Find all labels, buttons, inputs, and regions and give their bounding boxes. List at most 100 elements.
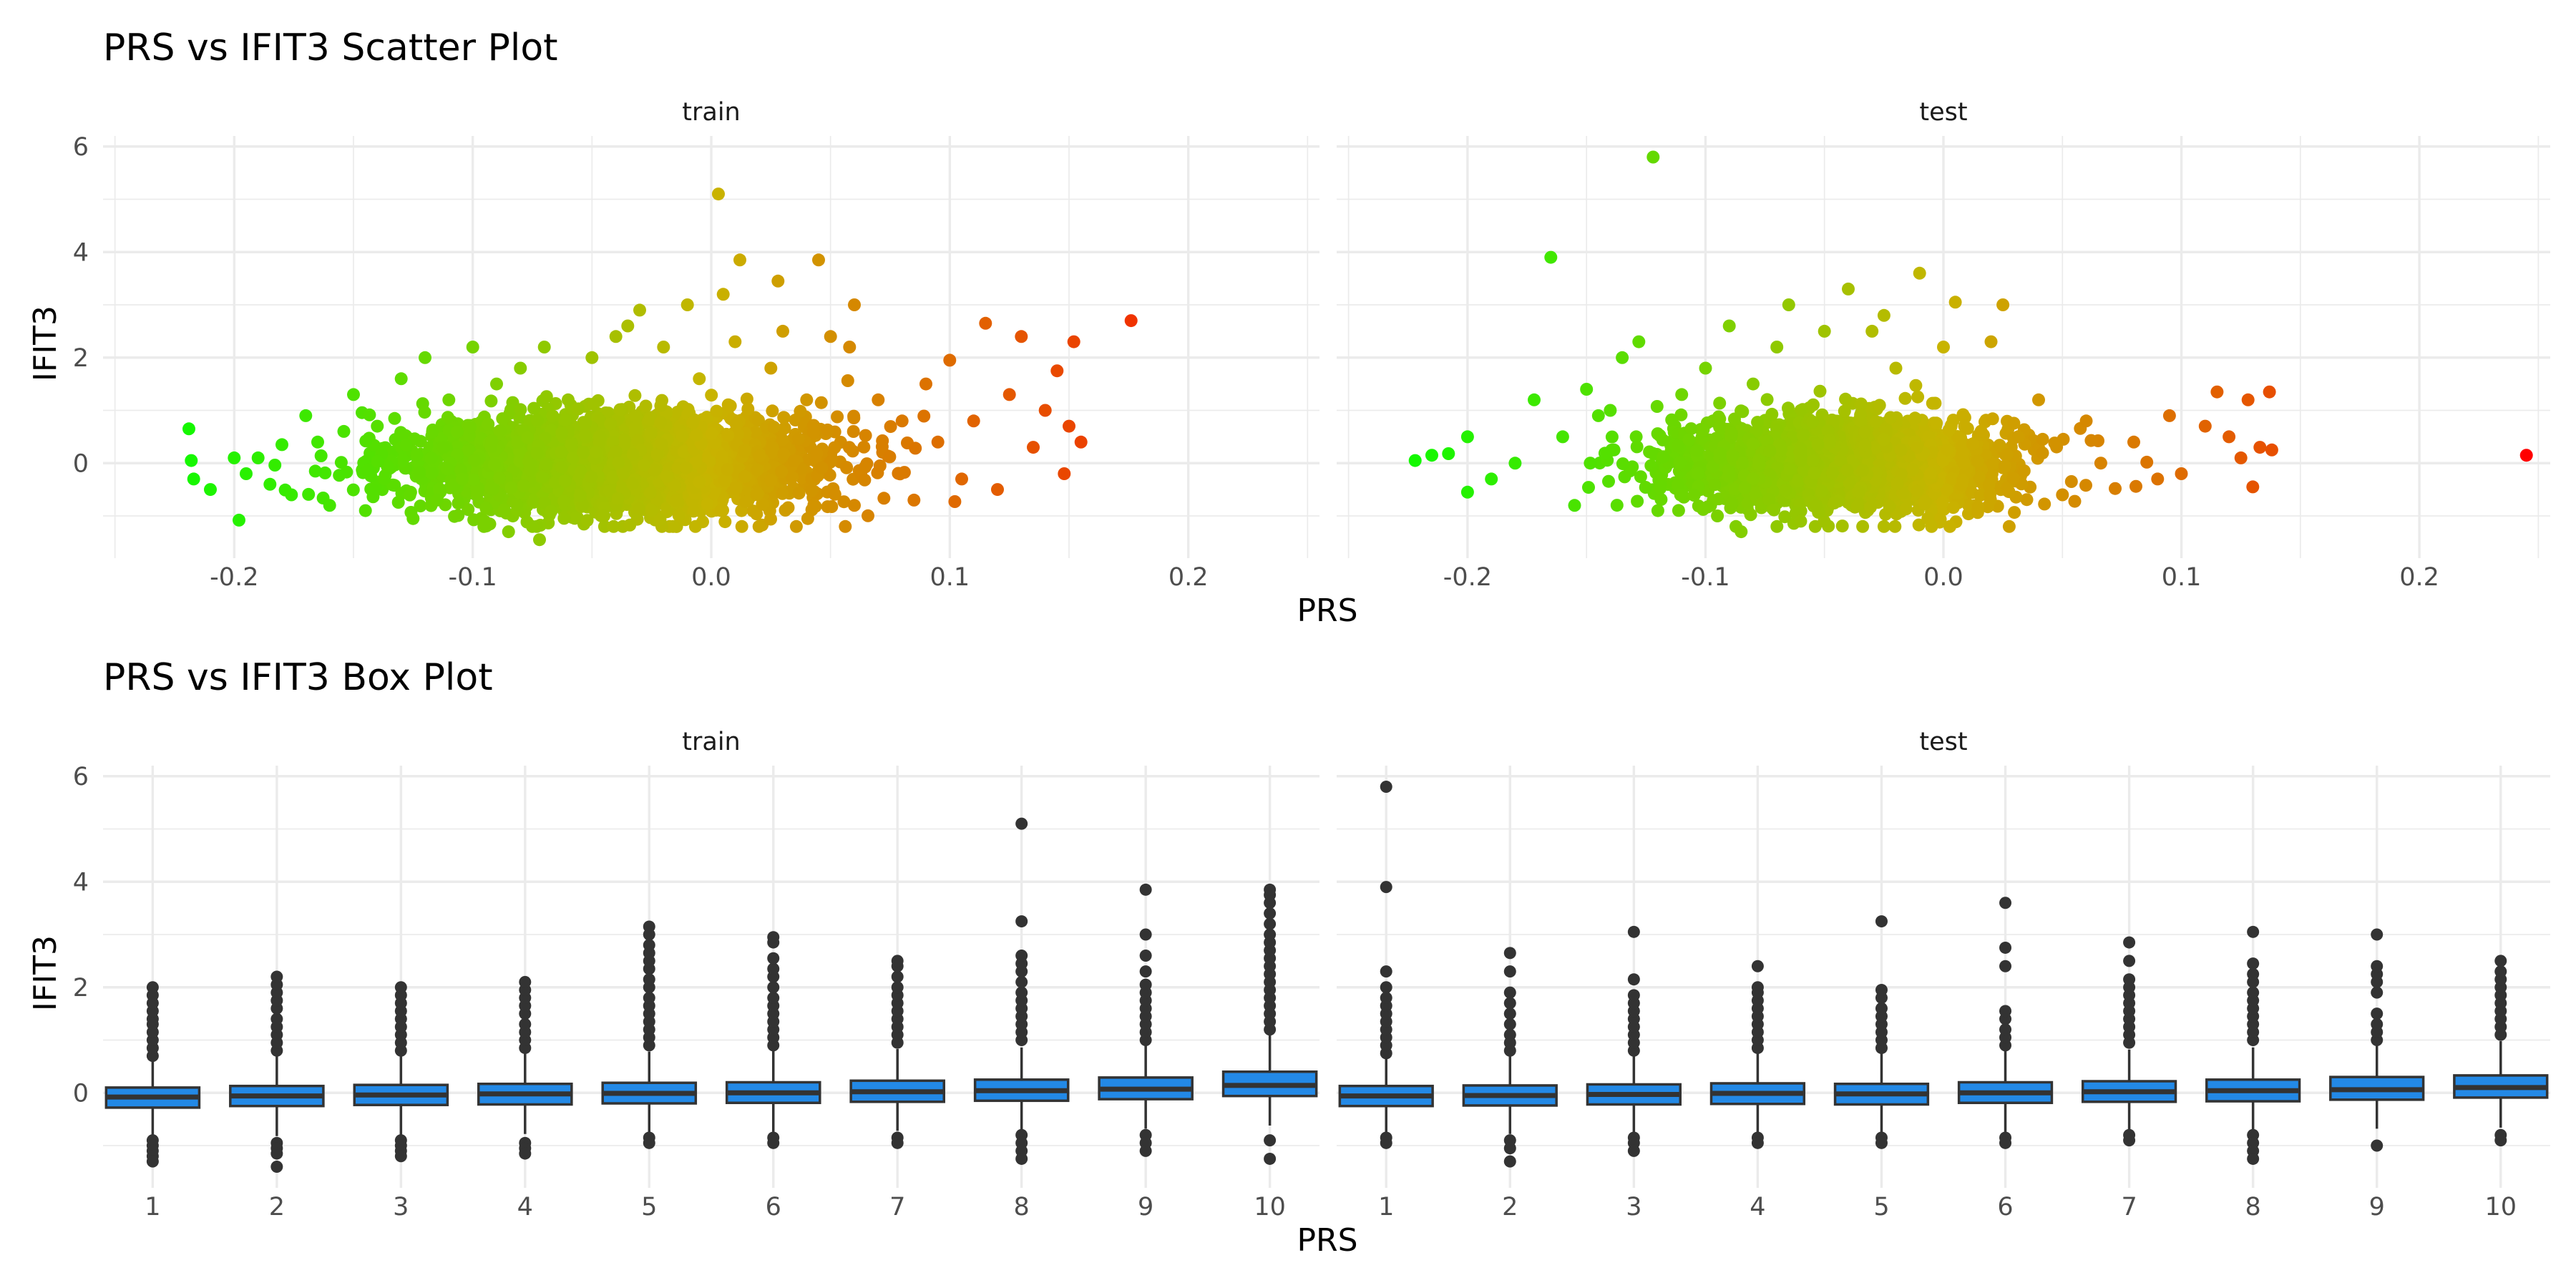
scatter-point bbox=[837, 495, 851, 509]
scatter-strip-train: train bbox=[682, 98, 740, 127]
scatter-point bbox=[1854, 397, 1868, 411]
scatter-point bbox=[1665, 413, 1679, 426]
scatter-point bbox=[740, 486, 753, 499]
scatter-point bbox=[466, 341, 479, 353]
scatter-point bbox=[771, 274, 785, 288]
scatter-point bbox=[831, 410, 844, 424]
scatter-point bbox=[511, 435, 525, 449]
scatter-point bbox=[729, 417, 743, 431]
scatter-point bbox=[482, 417, 495, 431]
scatter-point bbox=[562, 393, 575, 406]
scatter-point bbox=[609, 330, 623, 343]
scatter-point bbox=[425, 467, 439, 479]
scatter-point bbox=[859, 429, 872, 442]
scatter-point bbox=[1654, 493, 1668, 506]
scatter-point bbox=[2020, 493, 2034, 507]
scatter-point bbox=[750, 488, 763, 502]
scatter-point bbox=[792, 432, 805, 446]
scatter-point bbox=[828, 487, 841, 501]
scatter-point bbox=[633, 303, 646, 317]
scatter-point bbox=[233, 513, 245, 527]
scatter-point bbox=[366, 484, 380, 497]
scatter-point bbox=[410, 448, 424, 462]
scatter-point bbox=[1835, 519, 1849, 533]
scatter-point bbox=[815, 461, 829, 474]
scatter-point bbox=[777, 411, 791, 424]
scatter-point bbox=[668, 479, 681, 492]
scatter-point bbox=[1973, 470, 1986, 483]
scatter-point bbox=[807, 499, 821, 512]
scatter-point bbox=[749, 426, 762, 439]
scatter-point bbox=[872, 393, 885, 406]
scatter-point bbox=[645, 504, 658, 517]
scatter-point bbox=[1602, 474, 1615, 488]
scatter-point bbox=[452, 497, 465, 510]
scatter-point bbox=[484, 482, 497, 495]
scatter-point bbox=[644, 411, 657, 424]
scatter-point bbox=[2109, 482, 2122, 495]
scatter-point bbox=[514, 403, 527, 416]
scatter-point bbox=[302, 487, 316, 501]
scatter-point bbox=[549, 476, 562, 489]
scatter-point bbox=[979, 316, 992, 330]
scatter-panel-train bbox=[103, 136, 1319, 558]
scatter-point bbox=[712, 187, 725, 201]
scatter-point bbox=[943, 353, 957, 367]
scatter-point bbox=[1050, 364, 1064, 378]
scatter-point bbox=[628, 421, 642, 435]
scatter-point bbox=[716, 288, 730, 301]
scatter-point bbox=[862, 509, 874, 522]
scatter-point bbox=[621, 319, 635, 333]
scatter-point bbox=[1630, 440, 1644, 454]
scatter-point bbox=[1697, 502, 1710, 516]
scatter-point bbox=[764, 512, 777, 526]
scatter-point bbox=[450, 425, 464, 439]
scatter-point bbox=[1058, 467, 1071, 480]
scatter-point bbox=[776, 487, 789, 500]
scatter-point bbox=[875, 440, 889, 454]
scatter-point bbox=[705, 389, 718, 402]
scatter-point bbox=[839, 519, 852, 533]
scatter-point bbox=[840, 461, 854, 474]
scatter-point bbox=[714, 504, 728, 517]
scatter-point bbox=[810, 447, 824, 460]
scatter-point bbox=[666, 519, 680, 533]
scatter-point bbox=[1912, 518, 1926, 532]
scatter-point bbox=[406, 512, 420, 525]
scatter-point bbox=[721, 463, 734, 477]
scatter-point bbox=[371, 419, 384, 433]
scatter-point bbox=[764, 474, 778, 487]
scatter-point bbox=[1873, 399, 1886, 412]
scatter-point bbox=[2008, 506, 2021, 519]
scatter-point bbox=[1656, 433, 1669, 447]
scatter-point bbox=[739, 495, 753, 509]
scatter-point bbox=[580, 514, 594, 527]
scatter-point bbox=[333, 469, 346, 482]
scatter-point bbox=[612, 456, 625, 469]
scatter-point bbox=[263, 477, 277, 491]
scatter-point bbox=[1639, 481, 1652, 494]
scatter-point bbox=[530, 447, 544, 460]
scatter-point bbox=[789, 519, 803, 533]
scatter-point bbox=[626, 477, 639, 490]
scatter-point bbox=[442, 393, 456, 406]
scatter-point bbox=[545, 504, 558, 518]
scatter-point bbox=[403, 488, 416, 502]
scatter-point bbox=[848, 298, 861, 311]
scatter-point bbox=[843, 341, 857, 353]
scatter-point bbox=[741, 402, 755, 416]
scatter-point bbox=[347, 388, 360, 401]
scatter-point bbox=[537, 341, 551, 353]
scatter-point bbox=[643, 486, 657, 499]
scatter-point bbox=[627, 447, 640, 461]
scatter-point bbox=[2084, 434, 2098, 447]
scatter-point bbox=[597, 519, 611, 533]
scatter-point bbox=[361, 463, 375, 477]
scatter-point bbox=[764, 361, 778, 375]
scatter-point bbox=[991, 483, 1004, 497]
scatter-point bbox=[467, 473, 480, 487]
scatter-point bbox=[399, 438, 413, 452]
scatter-point bbox=[1002, 388, 1016, 401]
scatter-point bbox=[1961, 498, 1975, 512]
scatter-point bbox=[618, 433, 631, 447]
